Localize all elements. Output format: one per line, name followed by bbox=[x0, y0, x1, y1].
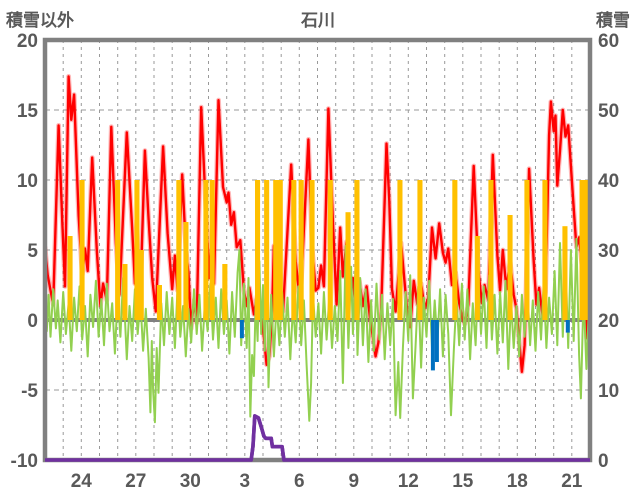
precipitation-bars bbox=[239, 320, 570, 371]
svg-text:5: 5 bbox=[27, 241, 38, 262]
x-axis-tick-labels: 24 27 30 3 6 9 12 15 18 21 bbox=[71, 471, 583, 492]
svg-text:60: 60 bbox=[598, 31, 619, 52]
svg-text:9: 9 bbox=[349, 471, 360, 492]
svg-text:50: 50 bbox=[598, 101, 619, 122]
svg-text:0: 0 bbox=[27, 311, 38, 332]
page-title: 石川 bbox=[301, 11, 335, 30]
left-axis-title: 積雪以外 bbox=[6, 11, 74, 30]
svg-text:20: 20 bbox=[598, 311, 619, 332]
svg-text:24: 24 bbox=[71, 471, 93, 492]
svg-text:27: 27 bbox=[125, 471, 146, 492]
svg-text:21: 21 bbox=[561, 471, 583, 492]
svg-text:18: 18 bbox=[507, 471, 528, 492]
snow-depth-line-top bbox=[45, 414, 590, 462]
svg-text:15: 15 bbox=[17, 101, 39, 122]
svg-text:-10: -10 bbox=[11, 451, 38, 472]
oscillation-line bbox=[45, 237, 590, 424]
svg-text:-5: -5 bbox=[21, 381, 38, 402]
svg-text:40: 40 bbox=[598, 171, 619, 192]
svg-text:30: 30 bbox=[180, 471, 201, 492]
svg-text:10: 10 bbox=[17, 171, 38, 192]
svg-text:12: 12 bbox=[398, 471, 419, 492]
svg-text:20: 20 bbox=[17, 31, 38, 52]
svg-text:6: 6 bbox=[294, 471, 305, 492]
svg-text:30: 30 bbox=[598, 241, 619, 262]
sunshine-bars bbox=[67, 180, 589, 320]
svg-text:0: 0 bbox=[598, 451, 609, 472]
svg-text:3: 3 bbox=[240, 471, 251, 492]
right-axis-title: 積雪 bbox=[596, 11, 630, 30]
left-axis-tick-labels: 20 15 10 5 0 -5 -10 bbox=[11, 31, 39, 472]
right-axis-tick-labels: 60 50 40 30 20 10 0 bbox=[598, 31, 619, 472]
svg-text:10: 10 bbox=[598, 381, 619, 402]
svg-text:15: 15 bbox=[452, 471, 474, 492]
